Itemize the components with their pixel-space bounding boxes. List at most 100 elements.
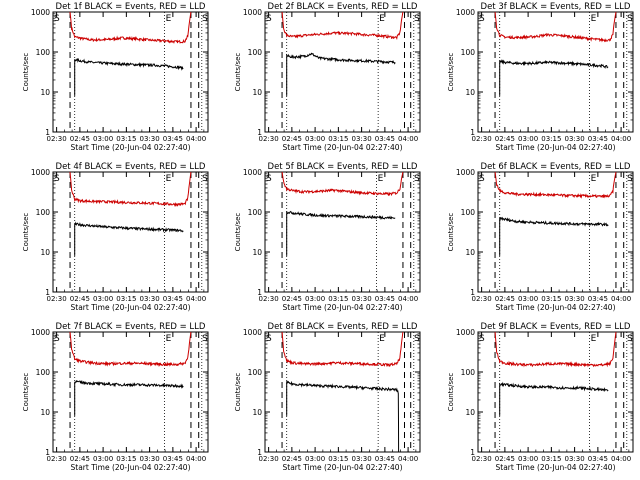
chart-title: Det 3f BLACK = Events, RED = LLD <box>481 2 631 12</box>
plot-frame <box>52 331 209 453</box>
marker-s: S <box>266 174 272 184</box>
chart-panel-7: Det 7f BLACK = Events, RED = LLD 1 10 100 10… <box>22 322 209 472</box>
y-tick-label: 1000 <box>243 8 262 17</box>
x-tick-label: 02:45 <box>70 135 90 143</box>
events-series-line <box>286 380 400 453</box>
chart-panel-3: Det 3f BLACK = Events, RED = LLD 1 10 100 10… <box>447 2 634 152</box>
y-tick-label: 1000 <box>31 328 50 337</box>
x-tick-label: 03:15 <box>541 295 561 303</box>
plot-frame <box>264 171 421 293</box>
x-tick-label: 04:00 <box>611 295 631 303</box>
x-tick-label: 03:15 <box>541 135 561 143</box>
y-tick-label: 100 <box>248 208 263 217</box>
marker-s: S <box>266 334 272 344</box>
marker-s: S <box>266 14 272 24</box>
chart-panel-1: Det 1f BLACK = Events, RED = LLD 1 10 100 10… <box>22 2 209 152</box>
y-tick-label: 100 <box>248 48 263 57</box>
plot-frame <box>264 331 421 453</box>
plot-frame <box>52 171 209 293</box>
x-tick-label: 03:00 <box>518 135 538 143</box>
x-tick-label: 03:15 <box>116 135 136 143</box>
x-axis-label: Start Time (20-Jun-04 02:27:40) <box>283 463 403 472</box>
x-tick-label: 03:45 <box>375 295 395 303</box>
y-tick-label: 1000 <box>31 168 50 177</box>
x-tick-label: 03:15 <box>116 455 136 463</box>
y-axis-label: Counts/sec <box>447 213 455 252</box>
x-tick-label: 02:30 <box>259 295 279 303</box>
x-tick-label: 03:00 <box>93 135 113 143</box>
x-tick-label: 02:45 <box>495 135 515 143</box>
marker-e: E <box>591 334 597 344</box>
x-tick-label: 03:15 <box>116 295 136 303</box>
x-tick-label: 03:30 <box>565 295 585 303</box>
chart-title: Det 6f BLACK = Events, RED = LLD <box>481 162 631 172</box>
y-tick-label: 1000 <box>456 8 475 17</box>
plot-frame <box>477 171 634 293</box>
x-tick-label: 04:00 <box>611 135 631 143</box>
y-tick-label: 100 <box>36 48 51 57</box>
y-tick-label: 1 <box>45 128 50 137</box>
x-tick-label: 03:00 <box>93 295 113 303</box>
events-series-line <box>499 216 609 256</box>
events-series-line <box>499 381 609 416</box>
plot-frame <box>477 11 634 133</box>
events-series-line <box>286 210 396 256</box>
chart-panel-8: Det 8f BLACK = Events, RED = LLD 1 10 100 10… <box>234 322 421 472</box>
y-tick-label: 100 <box>461 208 476 217</box>
x-tick-label: 02:30 <box>47 295 67 303</box>
chart-panel-2: Det 2f BLACK = Events, RED = LLD 1 10 100 10… <box>234 2 421 152</box>
marker-e: E <box>166 174 172 184</box>
marker-s: S <box>479 174 485 184</box>
x-tick-label: 03:15 <box>328 295 348 303</box>
y-axis-label: Counts/sec <box>234 213 242 252</box>
marker-s: S <box>479 334 485 344</box>
lld-series-line <box>494 11 617 43</box>
x-tick-label: 03:00 <box>305 295 325 303</box>
y-axis-label: Counts/sec <box>447 373 455 412</box>
y-tick-label: 10 <box>40 408 50 417</box>
y-tick-label: 1 <box>45 448 50 457</box>
x-tick-label: 02:30 <box>259 135 279 143</box>
y-tick-label: 10 <box>40 248 50 257</box>
y-axis-label: Counts/sec <box>234 373 242 412</box>
x-tick-label: 04:00 <box>398 295 418 303</box>
x-tick-label: 03:15 <box>328 135 348 143</box>
x-tick-label: 02:45 <box>70 295 90 303</box>
marker-s-end: S <box>414 334 420 344</box>
x-axis-label: Start Time (20-Jun-04 02:27:40) <box>71 143 191 152</box>
x-tick-label: 02:30 <box>472 135 492 143</box>
lld-series-line <box>494 331 617 368</box>
chart-title: Det 7f BLACK = Events, RED = LLD <box>56 322 206 332</box>
x-axis-label: Start Time (20-Jun-04 02:27:40) <box>283 143 403 152</box>
x-tick-label: 02:30 <box>47 455 67 463</box>
marker-e: E <box>379 14 385 24</box>
x-tick-label: 04:00 <box>398 455 418 463</box>
chart-panel-5: Det 5f BLACK = Events, RED = LLD 1 10 100 10… <box>234 162 421 312</box>
x-tick-label: 03:00 <box>518 295 538 303</box>
chart-title: Det 5f BLACK = Events, RED = LLD <box>268 162 418 172</box>
y-tick-label: 100 <box>36 208 51 217</box>
marker-e: E <box>166 334 172 344</box>
x-tick-label: 04:00 <box>186 295 206 303</box>
marker-e: E <box>591 14 597 24</box>
marker-e: E <box>166 14 172 24</box>
x-tick-label: 03:45 <box>588 295 608 303</box>
x-tick-label: 04:00 <box>186 455 206 463</box>
lld-series-line <box>281 11 404 40</box>
y-tick-label: 1000 <box>456 328 475 337</box>
x-tick-label: 03:30 <box>352 135 372 143</box>
marker-s: S <box>54 334 60 344</box>
x-tick-label: 03:30 <box>140 135 160 143</box>
marker-e: E <box>378 174 384 184</box>
marker-s: S <box>54 14 60 24</box>
lld-series-line <box>494 171 617 199</box>
lld-series-line <box>281 171 404 197</box>
chart-panel-9: Det 9f BLACK = Events, RED = LLD 1 10 100 10… <box>447 322 634 472</box>
x-tick-label: 02:45 <box>495 455 515 463</box>
x-axis-label: Start Time (20-Jun-04 02:27:40) <box>71 303 191 312</box>
x-tick-label: 03:30 <box>140 455 160 463</box>
y-tick-label: 1 <box>470 288 475 297</box>
marker-s: S <box>54 174 60 184</box>
x-tick-label: 03:30 <box>140 295 160 303</box>
lld-series-line <box>69 171 192 207</box>
